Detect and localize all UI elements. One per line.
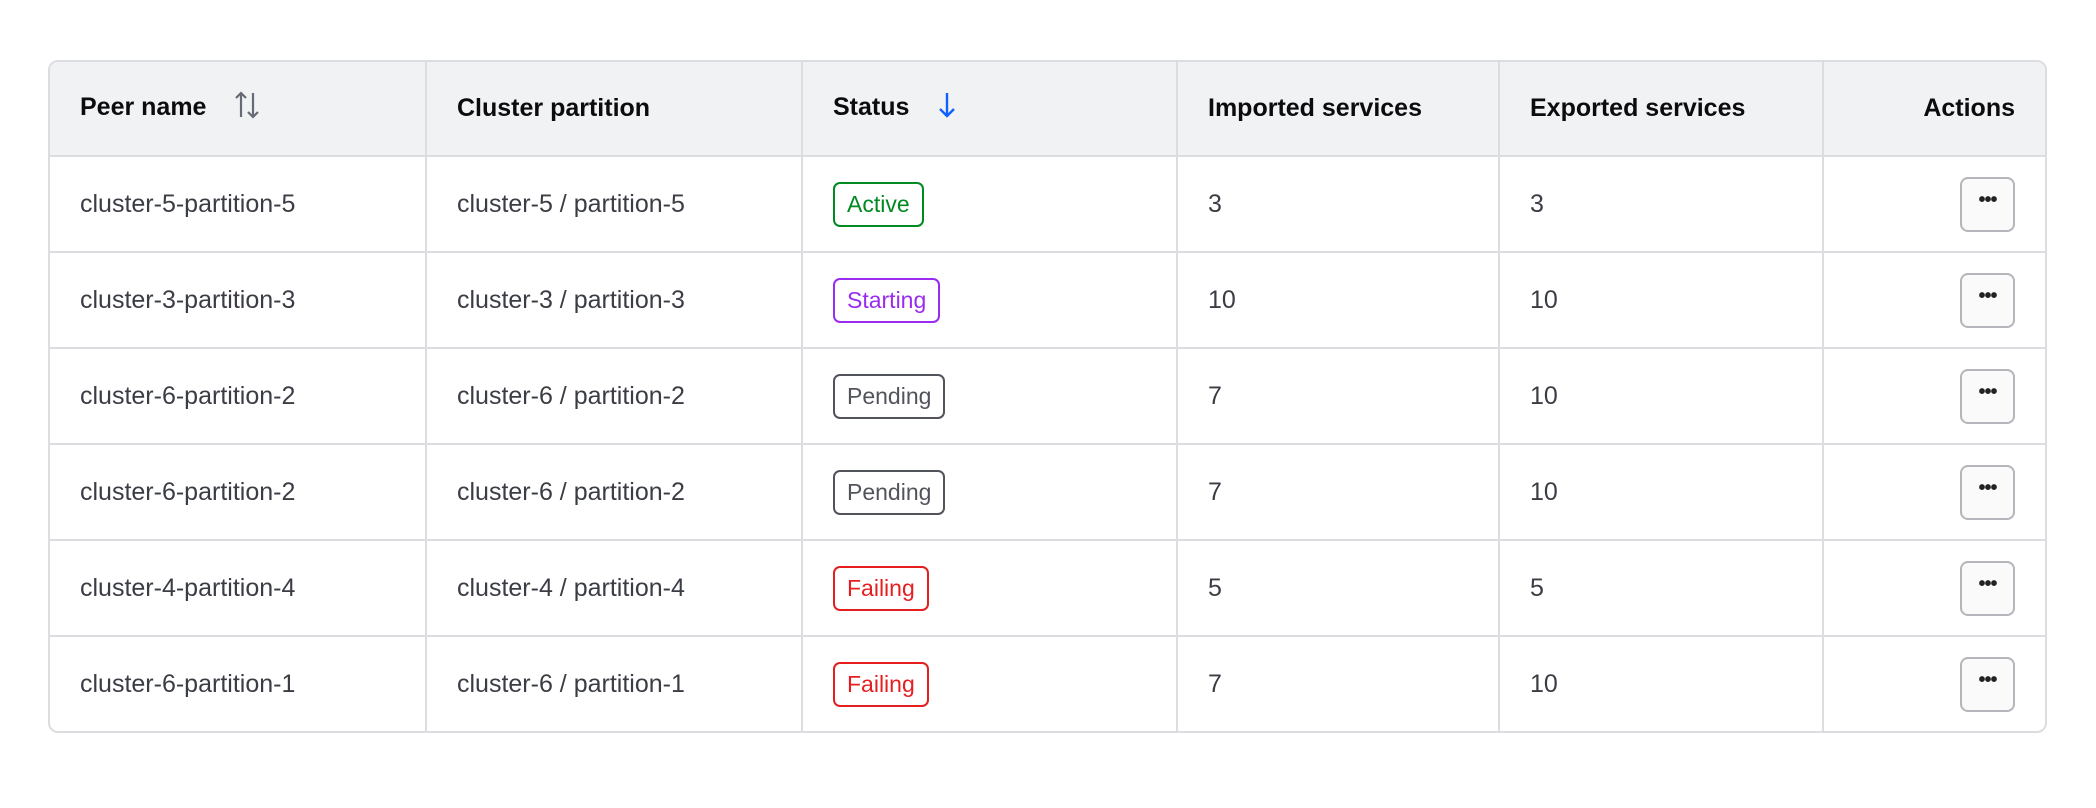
ellipsis-icon: ••• xyxy=(1978,189,1997,211)
peer-name: cluster-4-partition-4 xyxy=(50,540,427,637)
status-badge: Pending xyxy=(833,469,946,515)
imported-services: 7 xyxy=(1177,348,1500,445)
imported-services: 3 xyxy=(1177,156,1500,253)
cluster-partition: cluster-3 / partition-3 xyxy=(426,252,803,349)
cluster-partition: cluster-5 / partition-5 xyxy=(426,156,803,253)
cluster-partition: cluster-6 / partition-2 xyxy=(426,348,803,445)
arrow-down-icon[interactable] xyxy=(937,90,957,127)
status-badge: Active xyxy=(833,181,924,227)
table-row: cluster-5-partition-5 cluster-5 / partit… xyxy=(50,156,2045,253)
more-actions-button[interactable]: ••• xyxy=(1960,560,2015,616)
column-header-status[interactable]: Status xyxy=(802,62,1178,157)
peer-name: cluster-3-partition-3 xyxy=(50,252,427,349)
status-badge: Starting xyxy=(833,277,941,323)
status-cell: Failing xyxy=(802,540,1178,637)
imported-services: 7 xyxy=(1177,636,1500,731)
exported-services: 10 xyxy=(1499,444,1824,541)
peer-name: cluster-6-partition-2 xyxy=(50,348,427,445)
status-badge: Failing xyxy=(833,565,929,611)
column-header-peer-name[interactable]: Peer name xyxy=(50,62,427,157)
table-header-row: Peer name Cluster partition Status Impor… xyxy=(50,62,2045,157)
ellipsis-icon: ••• xyxy=(1978,477,1997,499)
peer-name: cluster-5-partition-5 xyxy=(50,156,427,253)
imported-services: 5 xyxy=(1177,540,1500,637)
table-row: cluster-6-partition-2 cluster-6 / partit… xyxy=(50,348,2045,445)
exported-services: 10 xyxy=(1499,252,1824,349)
cluster-partition: cluster-4 / partition-4 xyxy=(426,540,803,637)
exported-services: 3 xyxy=(1499,156,1824,253)
imported-services: 10 xyxy=(1177,252,1500,349)
status-badge: Failing xyxy=(833,661,929,707)
table-row: cluster-4-partition-4 cluster-4 / partit… xyxy=(50,540,2045,637)
ellipsis-icon: ••• xyxy=(1978,381,1997,403)
more-actions-button[interactable]: ••• xyxy=(1960,656,2015,712)
table-row: cluster-3-partition-3 cluster-3 / partit… xyxy=(50,252,2045,349)
exported-services: 10 xyxy=(1499,348,1824,445)
ellipsis-icon: ••• xyxy=(1978,285,1997,307)
actions-cell: ••• xyxy=(1823,348,2045,445)
actions-cell: ••• xyxy=(1823,636,2045,731)
ellipsis-icon: ••• xyxy=(1978,573,1997,595)
more-actions-button[interactable]: ••• xyxy=(1960,464,2015,520)
exported-services: 10 xyxy=(1499,636,1824,731)
cluster-partition: cluster-6 / partition-1 xyxy=(426,636,803,731)
status-badge: Pending xyxy=(833,373,946,419)
sortable-icon[interactable] xyxy=(234,89,260,128)
column-header-cluster-partition: Cluster partition xyxy=(426,62,803,157)
status-cell: Pending xyxy=(802,444,1178,541)
more-actions-button[interactable]: ••• xyxy=(1960,176,2015,232)
peer-name: cluster-6-partition-2 xyxy=(50,444,427,541)
ellipsis-icon: ••• xyxy=(1978,669,1997,691)
actions-cell: ••• xyxy=(1823,252,2045,349)
actions-cell: ••• xyxy=(1823,444,2045,541)
status-cell: Active xyxy=(802,156,1178,253)
cluster-partition: cluster-6 / partition-2 xyxy=(426,444,803,541)
status-cell: Failing xyxy=(802,636,1178,731)
table-row: cluster-6-partition-2 cluster-6 / partit… xyxy=(50,444,2045,541)
status-cell: Pending xyxy=(802,348,1178,445)
actions-cell: ••• xyxy=(1823,540,2045,637)
more-actions-button[interactable]: ••• xyxy=(1960,368,2015,424)
imported-services: 7 xyxy=(1177,444,1500,541)
peer-name: cluster-6-partition-1 xyxy=(50,636,427,731)
column-header-exported-services: Exported services xyxy=(1499,62,1824,157)
exported-services: 5 xyxy=(1499,540,1824,637)
table-row: cluster-6-partition-1 cluster-6 / partit… xyxy=(50,636,2045,731)
column-header-imported-services: Imported services xyxy=(1177,62,1500,157)
more-actions-button[interactable]: ••• xyxy=(1960,272,2015,328)
column-header-actions: Actions xyxy=(1823,62,2045,157)
actions-cell: ••• xyxy=(1823,156,2045,253)
status-cell: Starting xyxy=(802,252,1178,349)
peers-table: Peer name Cluster partition Status Impor… xyxy=(48,60,2047,733)
